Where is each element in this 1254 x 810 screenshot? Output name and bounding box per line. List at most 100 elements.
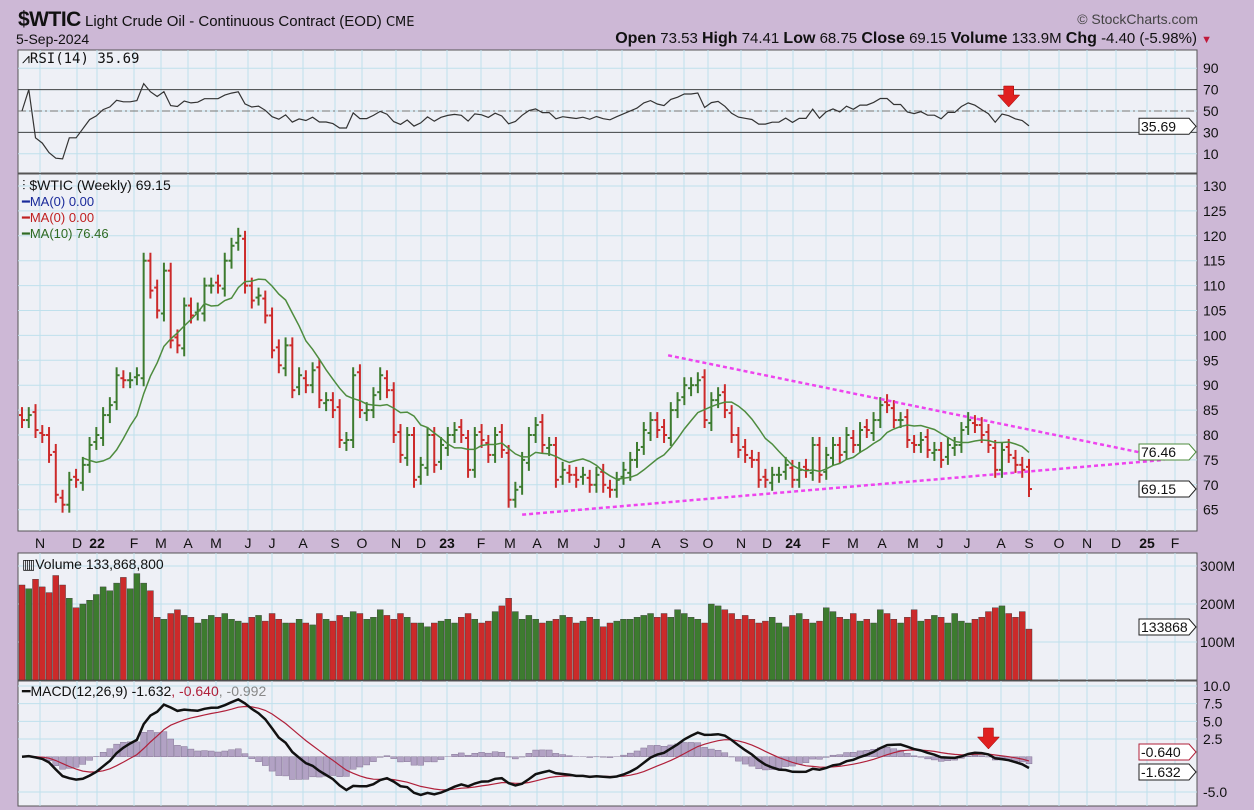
macd-histogram-bar [431,756,438,763]
macd-histogram-bar [829,754,837,757]
macd-line [21,698,1030,797]
price-tick-label: 120 [1203,228,1227,244]
volume-bar [228,619,235,681]
volume-bar [424,626,431,681]
price-bar [458,419,465,443]
macd-histogram-bar [552,753,560,757]
macd-histogram-bar [86,756,93,761]
volume-bar [917,620,925,681]
volume-bar [431,622,438,681]
price-bar [235,227,242,251]
price-bar [120,370,127,389]
price-bar [897,412,904,429]
price-bar [870,412,877,441]
macd-histogram-bar [931,756,938,761]
exchange: CME [385,15,415,30]
panel-price [17,173,1198,532]
volume-bar [309,624,316,681]
ma3-legend-text: MA(10) 76.46 [29,226,109,241]
volume-bar [1005,613,1012,681]
price-bar [255,287,262,306]
volume-readout: 133868 [1138,618,1197,636]
volume-bar [924,619,931,681]
volume-bar [937,617,945,681]
price-tick-label: 90 [1203,377,1219,393]
volume-bar [437,620,445,681]
macd-histogram-bar [620,754,627,757]
price-bar [694,372,701,394]
ma2-legend-text: MA(0) 0.00 [29,210,95,225]
macd-histogram-bar [910,755,918,757]
macd-histogram-bar [316,756,323,778]
macd-histogram-bar [640,747,647,757]
down-triangle-icon: ▼ [1201,34,1212,46]
x-axis-label: O [703,535,714,551]
ma10-line [82,278,1030,481]
macd-histogram-bar [485,752,492,757]
price-tick-label: 80 [1203,427,1219,443]
readout-tag-text: 133868 [1141,619,1188,635]
volume-bar [741,615,749,681]
macd-signal-legend: , -0.640 [171,683,219,699]
volume-bar [376,609,384,681]
price-bar [417,456,424,485]
volume-bar [336,615,343,681]
price-bar [681,377,688,406]
volume-bar [701,622,708,681]
volume-bar [728,613,735,681]
volume-bar [72,607,80,681]
price-bar [242,230,249,294]
volume-bar [79,603,87,681]
volume-bar [255,615,262,681]
volume-bar [944,622,952,681]
price-bar [566,464,573,483]
macd-histogram-bar [714,749,722,757]
price-bar [627,451,634,481]
low-value: 68.75 [819,30,858,47]
volume-bar [322,619,330,681]
price-bar [25,407,32,429]
price-bar [383,370,390,399]
price-bar [323,392,330,412]
volume-bar [613,620,620,681]
x-axis-label: S [1024,535,1033,551]
volume-bar [160,619,168,681]
x-axis-label: M [210,535,222,551]
macd-histogram-bar [167,738,174,757]
x-axis-label: J [964,535,971,551]
open-label: Open [615,30,657,47]
readout-tag-text: 35.69 [1141,118,1176,134]
volume-bar [681,613,688,681]
rsi-line [21,82,1030,160]
macd-histogram-bar [133,741,141,757]
volume-bar [721,609,729,681]
volume-bar [904,617,911,681]
macd-histogram-bar [79,756,87,765]
price-tick-label: 110 [1203,278,1226,294]
price-bar [309,362,316,394]
volume-bar [174,609,181,681]
price-bar [951,436,958,456]
macd-histogram-bar [72,756,80,768]
x-axis-label: D [762,535,772,551]
volume-bar [458,617,465,681]
macd-histogram-bar [275,756,283,776]
volume-bar [498,605,506,681]
symbol: $WTIC [18,8,81,31]
price-legend-text: $WTIC (Weekly) 69.15 [29,177,171,193]
x-axis-label: J [594,535,601,551]
volume-bar [552,619,560,681]
volume-bar [755,622,762,681]
close-value: 69.15 [909,30,947,47]
macd-histogram-bar [883,746,891,757]
x-axis-label: O [357,535,368,551]
price-tick-label: 100 [1203,327,1227,343]
price-bar [742,438,749,463]
price-bar [830,436,837,466]
bar-chart-icon: ⫶ [22,177,26,193]
volume-bar [93,594,100,681]
macd-histogram-bar [376,756,384,758]
price-bar [823,446,830,480]
price-bar [350,367,357,448]
volume-bar [471,619,479,681]
